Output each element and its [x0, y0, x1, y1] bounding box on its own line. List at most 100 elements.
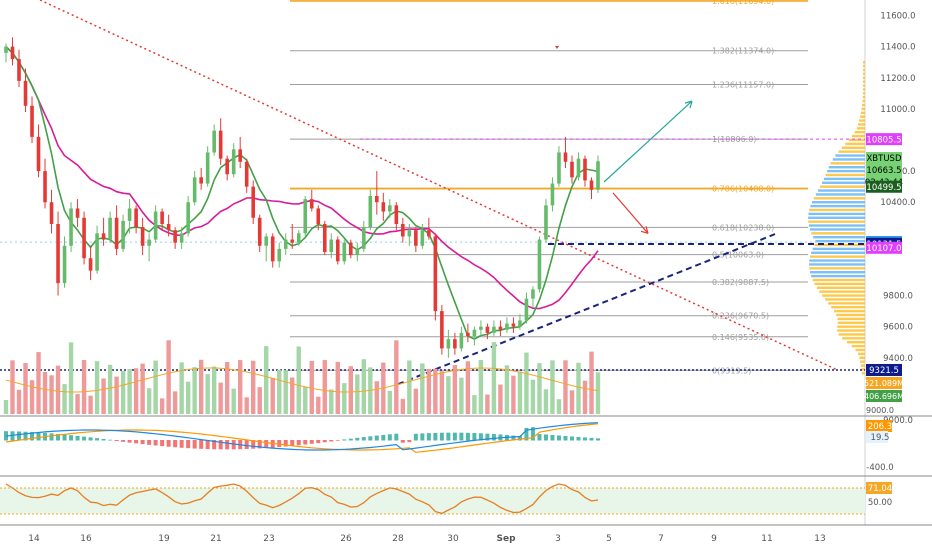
volume-profile-bar	[837, 321, 865, 324]
volume-bar	[498, 384, 503, 414]
macd-histogram-bar	[459, 432, 464, 441]
volume-profile-bar	[815, 193, 865, 196]
price-tick-label: 9600.0	[883, 323, 913, 333]
candle-body	[10, 46, 15, 60]
volume-bar	[251, 360, 256, 414]
volume-profile-bar	[808, 220, 865, 223]
volume-axis-label: 9000.0	[866, 406, 894, 415]
volume-profile-bar	[811, 232, 865, 235]
macd-tag-bg	[866, 420, 892, 432]
volume-profile-bar	[861, 372, 865, 375]
price-tag-bg	[866, 133, 902, 146]
macd-histogram-bar	[569, 436, 574, 441]
volume-bar	[159, 398, 165, 414]
volume-profile-bar	[822, 181, 865, 184]
x-tick-label: 14	[28, 534, 40, 544]
volume-profile-bar	[863, 61, 865, 64]
volume-bar	[348, 366, 353, 414]
macd-histogram-bar	[88, 437, 93, 441]
price-tick-label: 9000.0	[883, 416, 913, 426]
candle-body	[576, 158, 581, 178]
candle-body	[23, 80, 28, 106]
price-tags-group: 10805.5XBTUSD10663.502:43:4410499.510143…	[865, 133, 903, 376]
candle-body	[394, 205, 399, 224]
macd-histogram-bar	[400, 440, 405, 443]
volume-bar	[361, 359, 367, 414]
macd-histogram-bar	[49, 433, 54, 441]
rsi-band	[0, 488, 865, 514]
fib-label: 0.382(9887.5)	[712, 278, 769, 287]
macd-histogram-bar	[56, 433, 61, 441]
volume-bar	[472, 395, 477, 414]
candle-body	[186, 202, 190, 234]
macd-histogram-bar	[563, 435, 568, 441]
candle-body	[231, 149, 236, 175]
candle-body	[56, 224, 60, 284]
candle-body	[257, 217, 262, 246]
volume-bar	[478, 360, 484, 414]
x-tick-label: 23	[263, 534, 274, 544]
volume-bar	[511, 375, 516, 414]
price-tag-bg	[866, 180, 902, 193]
volume-ma-line	[5, 367, 599, 393]
macd-histogram-bar	[394, 433, 399, 441]
macd-histogram-bar	[173, 440, 178, 448]
macd-histogram-bar	[290, 440, 295, 446]
candle-body	[505, 323, 509, 330]
volume-profile-bar	[863, 76, 865, 79]
macd-histogram-bar	[277, 440, 282, 448]
macd-histogram-bar	[296, 440, 301, 446]
volume-bar	[543, 389, 549, 414]
macd-histogram-bar	[95, 438, 100, 441]
volume-profile-bar	[825, 173, 865, 177]
projection-down-arrow	[612, 192, 649, 234]
macd-histogram-bar	[257, 440, 262, 449]
volume-bar	[576, 362, 581, 414]
volume-bar	[231, 388, 236, 414]
macd-tag-bg	[866, 431, 888, 443]
macd-histogram-bar	[524, 427, 529, 441]
volume-bar	[88, 395, 93, 414]
macd-histogram-bar	[537, 434, 542, 441]
candle-body	[550, 183, 555, 206]
candle-body	[75, 208, 80, 218]
volume-bar	[107, 364, 113, 414]
volume-profile-bar	[860, 364, 865, 367]
volume-bar	[355, 374, 360, 414]
volume-profile-bar	[862, 99, 865, 103]
volume-profile-bar	[861, 368, 865, 371]
volume-bar	[62, 384, 67, 414]
volume-bar	[537, 363, 542, 414]
volume-profile-bar	[823, 177, 865, 181]
volume-bar	[16, 389, 22, 414]
volume-bar	[400, 398, 406, 414]
candle-body	[433, 236, 438, 312]
volume-profile-bar	[851, 134, 865, 138]
rsi-tag-bg	[866, 482, 892, 494]
rsi-line	[5, 483, 599, 515]
volume-profile-bar	[863, 84, 865, 87]
candle-body	[277, 248, 282, 262]
macd-histogram-bar	[511, 435, 516, 441]
volume-bar	[172, 391, 178, 414]
candle-body	[335, 239, 340, 262]
price-tag-text: 9321.5	[869, 366, 899, 376]
volume-bar	[277, 369, 282, 414]
candle-body	[563, 152, 568, 162]
macd-histogram-bar	[316, 440, 321, 444]
macd-histogram-bar	[225, 440, 230, 450]
volume-bar	[420, 363, 425, 414]
macd-histogram-bar	[355, 437, 360, 441]
candle-body	[329, 239, 334, 252]
candle-body	[407, 230, 412, 237]
volume-bar	[205, 374, 210, 414]
candle-body	[134, 208, 138, 228]
macd-histogram-bar	[166, 440, 171, 447]
candle-body	[557, 152, 561, 184]
candle-body	[524, 298, 529, 321]
candle-body	[537, 239, 542, 290]
volume-profile-bar	[811, 251, 865, 254]
volume-profile-bar	[810, 255, 865, 258]
volume-profile-bar	[861, 103, 865, 107]
